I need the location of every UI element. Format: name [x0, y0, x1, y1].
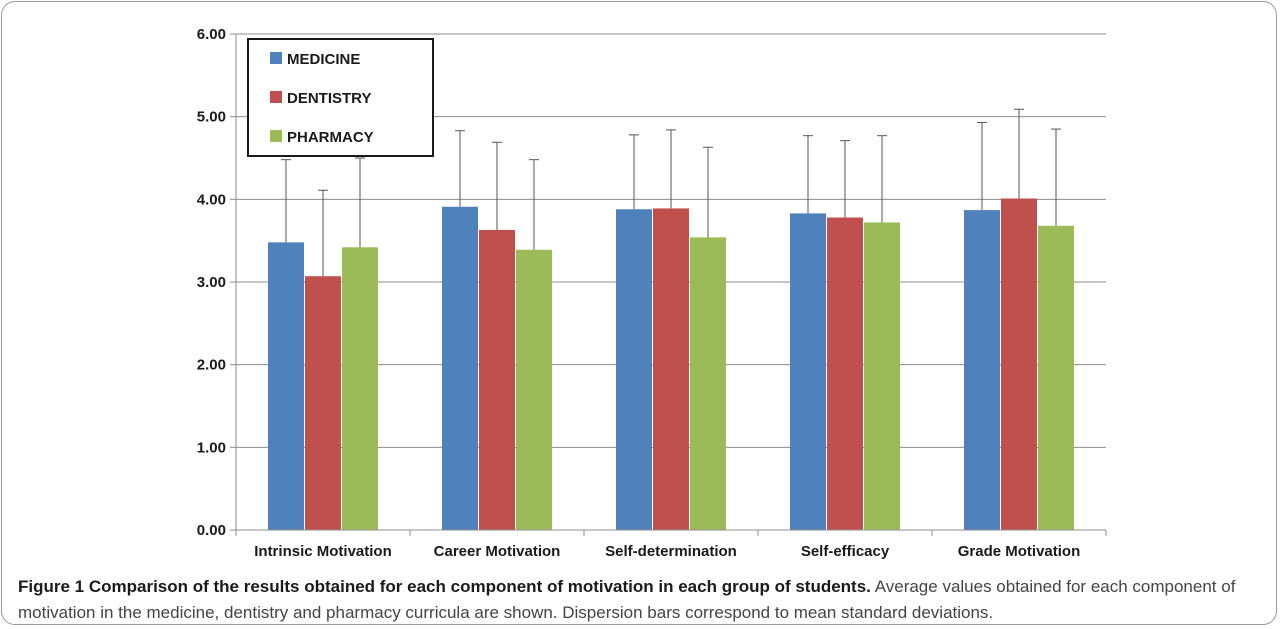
bar-pharmacy — [864, 222, 900, 531]
bar-medicine — [268, 242, 304, 530]
bar-dentistry — [827, 217, 863, 530]
bar-pharmacy — [690, 237, 726, 531]
error-bars — [281, 108, 1061, 277]
axes — [235, 34, 1107, 536]
y-tick-label: 6.00 — [197, 26, 226, 43]
y-tick-label: 3.00 — [197, 274, 226, 291]
bar-medicine — [790, 213, 826, 531]
x-category-label: Intrinsic Motivation — [254, 543, 392, 560]
legend-label-pharmacy: PHARMACY — [287, 129, 374, 146]
bar-dentistry — [305, 276, 341, 530]
bar-pharmacy — [342, 247, 378, 530]
bar-dentistry — [653, 208, 689, 530]
x-category-label: Career Motivation — [434, 543, 561, 560]
x-axis-category-labels: Intrinsic Motivation Career Motivation Sel… — [254, 543, 1080, 560]
caption-text: Average values obtained for each compone… — [18, 577, 1236, 622]
y-tick-label: 2.00 — [197, 357, 226, 374]
y-tick-label: 0.00 — [197, 522, 226, 539]
legend-label-medicine: MEDICINE — [287, 51, 360, 68]
legend-swatch-medicine — [270, 52, 282, 64]
caption-title: Figure 1 Comparison of the results obtai… — [18, 577, 871, 596]
bar-pharmacy — [1038, 225, 1074, 530]
x-category-label: Self-efficacy — [801, 543, 890, 560]
bar-medicine — [442, 206, 478, 531]
figure-caption: Figure 1 Comparison of the results obtai… — [18, 574, 1274, 626]
legend-label-dentistry: DENTISTRY — [287, 90, 371, 107]
bar-medicine — [964, 210, 1000, 530]
legend: MEDICINE DENTISTRY PHARMACY — [247, 38, 434, 157]
y-tick-label: 5.00 — [197, 109, 226, 126]
bars — [268, 198, 1074, 531]
bar-medicine — [616, 209, 652, 530]
x-category-label: Self-determination — [605, 543, 737, 560]
bar-dentistry — [479, 229, 515, 531]
bar-pharmacy — [516, 249, 552, 530]
y-tick-label: 4.00 — [197, 191, 226, 208]
legend-swatch-dentistry — [270, 91, 282, 103]
y-tick-label: 1.00 — [197, 439, 226, 456]
legend-swatch-pharmacy — [270, 130, 282, 142]
x-category-label: Grade Motivation — [958, 543, 1081, 560]
bar-dentistry — [1001, 198, 1037, 531]
y-axis-tick-labels: 0.00 1.00 2.00 3.00 4.00 5.00 6.00 — [197, 26, 226, 539]
bar-chart: 0.00 1.00 2.00 3.00 4.00 5.00 6.00 Intrinsic M… — [197, 26, 1107, 560]
